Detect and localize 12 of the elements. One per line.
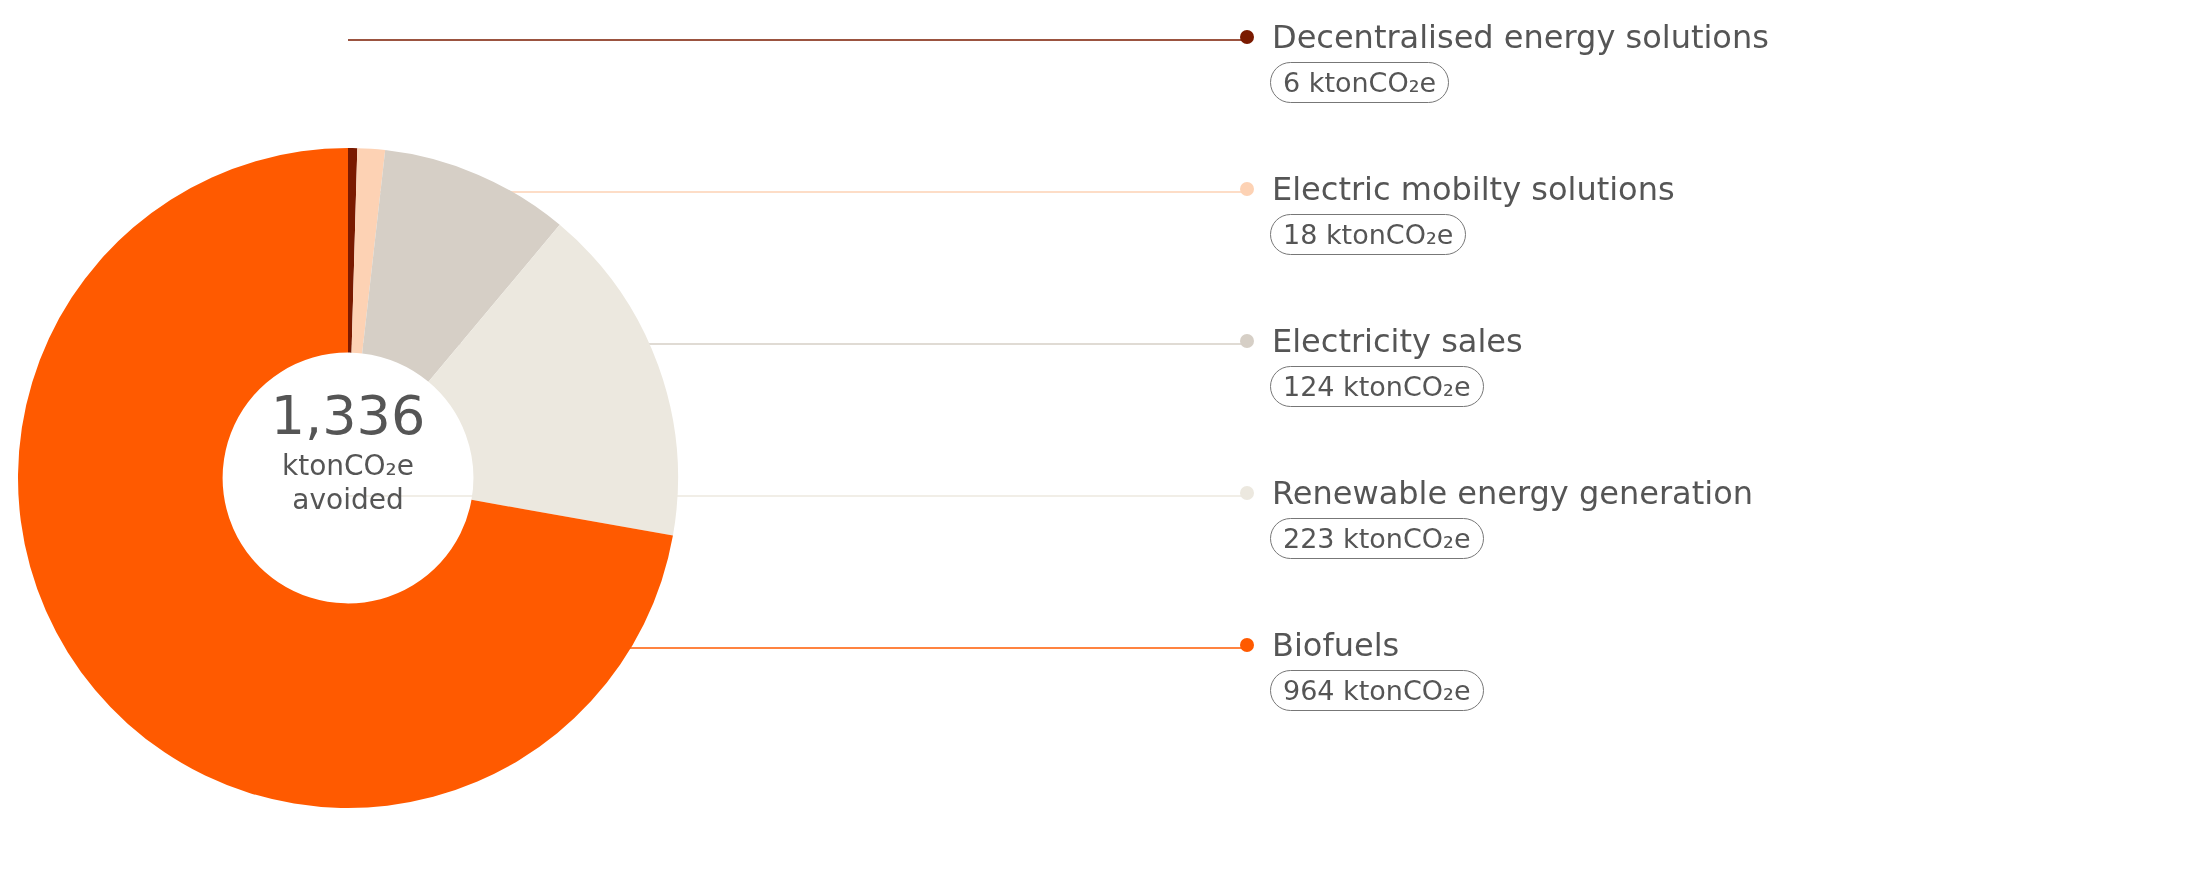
data-label: 124 ktonCO₂e (1270, 366, 1484, 407)
text: ktonCO₂e avoided (280, 449, 416, 517)
data-label: 18 ktonCO₂e (1270, 214, 1467, 255)
legend-label: Renewable energy generation (1272, 474, 1753, 512)
text: 1,336 (269, 383, 427, 449)
data-label: 6 ktonCO₂e (1270, 62, 1450, 103)
data-label: 964 ktonCO₂e (1270, 670, 1484, 711)
legend-label: Decentralised energy solutions (1272, 18, 1769, 56)
legend-label: Biofuels (1272, 626, 1400, 664)
data-label: 223 ktonCO₂e (1270, 518, 1484, 559)
legend-label: Electric mobilty solutions (1272, 170, 1675, 208)
legend-label: Electricity sales (1272, 322, 1523, 360)
